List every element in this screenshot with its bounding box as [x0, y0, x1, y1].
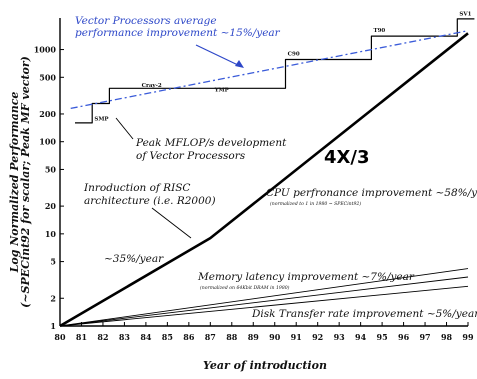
series-line-vector-trend — [70, 30, 469, 110]
x-tick-label: 87 — [205, 332, 216, 342]
y-tick-label: 500 — [39, 72, 56, 82]
machine-label: Cray-2 — [142, 83, 162, 89]
x-tick-label: 99 — [462, 332, 474, 342]
risc-intro-pointer — [151, 207, 192, 239]
machine-label: SMP — [94, 116, 108, 122]
series-layer — [59, 18, 475, 328]
x-tick-label: 90 — [269, 332, 281, 342]
x-tick-label: 80 — [54, 332, 66, 342]
y-tick-label: 5 — [50, 257, 56, 267]
x-tick-label: 92 — [312, 332, 323, 342]
series-line-cpu — [59, 32, 469, 328]
y-tick-label: 1 — [50, 321, 56, 331]
x-tick-label: 88 — [226, 332, 238, 342]
x-axis-title: Year of introduction — [203, 359, 327, 372]
machine-label: SV1 — [459, 11, 471, 17]
x-tick-label: 83 — [119, 332, 131, 342]
y-tick-labels: 1 2 5 10 20 50 100 200 500 1000 — [34, 45, 64, 331]
x-tick-label: 81 — [76, 332, 87, 342]
speedup-4x3-label: 4X/3 — [324, 147, 370, 168]
axes — [59, 18, 468, 327]
x-tick-label: 86 — [183, 332, 195, 342]
y-tick-label: 200 — [39, 109, 56, 119]
series-line-memory-a — [59, 268, 469, 327]
peak-mflops-pointer — [115, 117, 134, 140]
y-axis-title-line-2: (~SPECint92 for scalar; Peak MF vector) — [19, 56, 32, 308]
x-tick-label: 96 — [398, 332, 410, 342]
x-tick-label: 85 — [162, 332, 173, 342]
x-tick-label: 97 — [419, 332, 430, 342]
vector-average-label-line-1: Vector Processors average — [75, 15, 217, 27]
risc-intro-label-line-2: architecture (i.e. R2000) — [84, 195, 216, 207]
vector-average-label-line-2: performance improvement ~15%/year — [75, 27, 281, 39]
cpu-improvement-label: CPU perfronance improvement ~58%/year — [266, 187, 477, 199]
early-growth-label: ~35%/year — [104, 253, 164, 265]
machine-label: YMP — [214, 88, 229, 94]
x-tick-label: 93 — [334, 332, 346, 342]
series-line-disk — [59, 285, 469, 327]
machine-label: C90 — [288, 52, 300, 58]
x-tick-label: 89 — [248, 332, 260, 342]
y-tick-label: 2 — [50, 293, 56, 303]
disk-transfer-label: Disk Transfer rate improvement ~5%/year — [251, 308, 477, 320]
peak-mflops-label-line-2: of Vector Processors — [136, 150, 246, 162]
y-tick-label: 1000 — [34, 45, 57, 55]
x-tick-labels: 80 81 82 83 84 85 86 87 88 89 90 91 92 93 94 95 96 97 98 99 — [54, 322, 474, 342]
vector-average-arrow — [195, 44, 241, 67]
y-axis-title-line-1: Log Normalized Performance — [8, 92, 21, 274]
vector-average-arrowhead — [235, 60, 244, 68]
memory-latency-note: (normalized on 64Kbit DRAM in 1980) — [200, 284, 290, 291]
machine-label: T90 — [374, 28, 386, 34]
x-tick-label: 95 — [377, 332, 388, 342]
peak-mflops-label-line-1: Peak MFLOP/s development — [135, 137, 287, 149]
y-tick-label: 50 — [45, 164, 57, 174]
x-tick-label: 82 — [97, 332, 108, 342]
cpu-improvement-note: (normalized to 1 in 1980 ~ SPECint92) — [270, 200, 361, 207]
machine-labels: SMP Cray-2 YMP C90 T90 SV1 — [94, 11, 471, 122]
risc-intro-label-line-1: Inroduction of RISC — [83, 182, 190, 194]
x-tick-label: 84 — [140, 332, 152, 342]
x-tick-label: 98 — [441, 332, 453, 342]
y-tick-label: 100 — [39, 137, 56, 147]
x-tick-label: 91 — [291, 332, 302, 342]
memory-latency-label: Memory latency improvement ~7%/year — [197, 271, 415, 283]
y-tick-label: 20 — [45, 201, 57, 211]
series-line-memory-b — [59, 276, 469, 327]
y-axis-title: Log Normalized Performance (~SPECint92 f… — [8, 56, 32, 308]
x-tick-label: 94 — [355, 332, 367, 342]
y-tick-label: 10 — [45, 229, 57, 239]
